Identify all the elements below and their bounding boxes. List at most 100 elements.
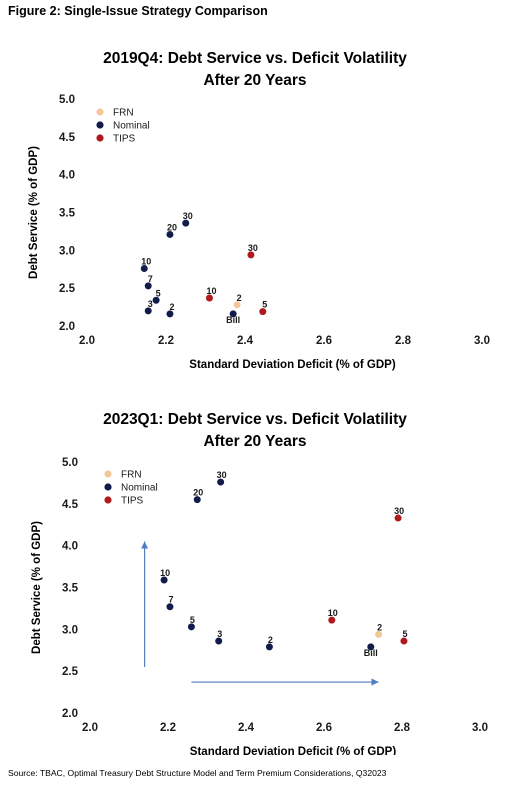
chart1-x-tick-label: 3.0 (474, 335, 490, 347)
chart1-y-tick-label: 5.0 (59, 94, 75, 106)
chart1-nominal-point (144, 306, 153, 315)
chart1-x-tick-label: 2.8 (395, 335, 412, 347)
chart1-y-axis-label: Debt Service (% of GDP) (28, 146, 40, 279)
chart1-x-tick-label: 2.0 (79, 335, 95, 347)
chart2-x-tick-label: 2.0 (82, 722, 98, 734)
chart2-legend-marker-nominal (104, 483, 112, 491)
chart2-nominal-point (165, 602, 175, 611)
chart1-nominal-point (165, 309, 175, 318)
chart1-frn-point (233, 300, 242, 309)
chart2-nominal-point-label: 30 (217, 470, 227, 480)
chart1-legend-label-nominal: Nominal (113, 121, 150, 132)
chart1-nominal-point-label: 3 (148, 299, 153, 309)
source-note: Source: TBAC, Optimal Treasury Debt Stru… (8, 768, 387, 778)
chart2-nominal-point (214, 636, 223, 646)
chart2-title-line2: After 20 Years (203, 433, 307, 450)
chart1-y-tick-label: 3.0 (59, 245, 75, 257)
chart2-frn-point (374, 630, 383, 639)
chart2-y-tick-label: 3.5 (62, 583, 79, 595)
chart1-nominal-point (140, 264, 149, 273)
chart2-x-tick-label: 2.4 (238, 722, 255, 734)
chart2-nominal-point (160, 575, 169, 585)
chart1-y-tick-label: 4.5 (59, 132, 76, 144)
chart2-tips-point-label: 10 (328, 608, 338, 618)
chart1-nominal-point (165, 230, 175, 239)
chart1-tips-point (205, 293, 214, 303)
chart2-nominal-point-label: Bill (364, 648, 378, 658)
chart2-nominal-point (216, 477, 225, 487)
chart2-x-tick-label: 2.2 (160, 722, 176, 734)
chart1-nominal-point (144, 281, 153, 290)
chart2-x-tick-label: 2.8 (394, 722, 411, 734)
chart1-nominal-point-label: 10 (141, 256, 151, 266)
chart1-frn-point-label: 2 (237, 293, 242, 303)
chart1-nominal-point-label: 5 (156, 288, 161, 298)
chart2-legend-label-tips: TIPS (121, 496, 144, 507)
chart2-tips-point (399, 636, 409, 646)
chart2-legend-marker-tips (104, 496, 112, 504)
chart2-title-line1: 2023Q1: Debt Service vs. Deficit Volatil… (103, 411, 407, 428)
chart2-tips-point (394, 513, 403, 523)
chart1-tips-point (258, 307, 267, 316)
chart2-nominal-point-label: 3 (217, 629, 222, 639)
chart2-y-tick-label: 4.5 (62, 499, 79, 511)
chart1-nominal-point-label: 7 (148, 274, 153, 284)
chart2-nominal-point-label: 20 (193, 488, 203, 498)
chart1-tips-point (246, 250, 256, 259)
figure-title: Figure 2: Single-Issue Strategy Comparis… (8, 4, 268, 18)
chart2-legend-marker-frn (104, 470, 112, 478)
chart2-y-tick-label: 2.0 (62, 708, 78, 720)
chart2-nominal-point-label: 5 (190, 615, 195, 625)
chart1-nominal-point-label: 2 (169, 302, 174, 312)
chart2-y-axis-label: Debt Service (% of GDP) (31, 521, 43, 654)
chart1-title-line2: After 20 Years (203, 72, 307, 89)
chart2-tips-point-label: 30 (394, 506, 404, 516)
chart1-legend-marker-nominal (96, 121, 104, 129)
chart1-y-tick-label: 4.0 (59, 170, 75, 182)
chart2-x-tick-label: 3.0 (472, 722, 488, 734)
chart1-legend-label-frn: FRN (113, 108, 134, 119)
chart1-legend-label-tips: TIPS (113, 134, 136, 145)
chart1-x-axis-label: Standard Deviation Deficit (% of GDP) (189, 359, 396, 371)
chart2-title: 2023Q1: Debt Service vs. Deficit Volatil… (0, 409, 510, 453)
chart1-nominal-point-label: 30 (183, 211, 193, 221)
chart2-y-tick-label: 3.0 (62, 624, 78, 636)
chart1-x-tick-label: 2.6 (316, 335, 332, 347)
chart2-x-tick-label: 2.6 (316, 722, 332, 734)
chart1-x-tick-label: 2.2 (158, 335, 174, 347)
chart2-y-tick-label: 2.5 (62, 666, 79, 678)
chart2-y-tick-label: 5.0 (62, 457, 78, 469)
chart2-tips-point-label: 5 (402, 629, 407, 639)
chart2-legend-label-nominal: Nominal (121, 483, 158, 494)
chart1-x-tick-label: 2.4 (237, 335, 254, 347)
chart1-nominal-point (229, 309, 238, 318)
chart1-tips-point-label: 5 (262, 300, 267, 310)
chart2-nominal-point (187, 622, 196, 631)
chart2-nominal-point (366, 642, 375, 652)
chart1-nominal-point-label: Bill (226, 315, 240, 325)
chart2-nominal-point-label: 2 (268, 635, 273, 645)
chart1-title-line1: 2019Q4: Debt Service vs. Deficit Volatil… (103, 50, 407, 67)
chart2-tips-point (327, 616, 336, 625)
chart1-y-tick-label: 2.0 (59, 321, 75, 333)
chart2-scatter-plot: 2.0 2.2 2.4 2.6 2.8 3.0 2.0 2.5 3.0 3.5 4.0 4.5 5.0 S… (31, 457, 488, 755)
chart2-legend-label-frn: FRN (121, 470, 142, 481)
chart1-nominal-point-label: 20 (167, 222, 177, 232)
chart1-y-tick-label: 2.5 (59, 283, 76, 295)
chart2-y-tick-label: 4.0 (62, 541, 78, 553)
chart2-nominal-point (193, 495, 202, 504)
chart2-nominal-point (265, 642, 274, 652)
chart2-frn-point-label: 2 (377, 622, 382, 632)
chart1-tips-point-label: 30 (248, 243, 258, 253)
chart2-nominal-point-label: 7 (168, 595, 173, 605)
chart1-y-tick-label: 3.5 (59, 208, 76, 220)
chart2-x-axis-label: Standard Deviation Deficit (% of GDP) (190, 746, 397, 755)
chart1-scatter-plot: 2.0 2.2 2.4 2.6 2.8 3.0 2.0 2.5 3.0 3.5 4.0 4.5 5.0 S… (28, 94, 490, 371)
chart1-legend-marker-tips (96, 134, 104, 142)
chart1-nominal-point (152, 296, 161, 305)
chart1-tips-point-label: 10 (206, 286, 216, 296)
chart1-title: 2019Q4: Debt Service vs. Deficit Volatil… (0, 48, 510, 92)
chart1-nominal-point (181, 218, 190, 228)
chart2-nominal-point-label: 10 (160, 568, 170, 578)
chart1-legend-marker-frn (96, 108, 104, 116)
